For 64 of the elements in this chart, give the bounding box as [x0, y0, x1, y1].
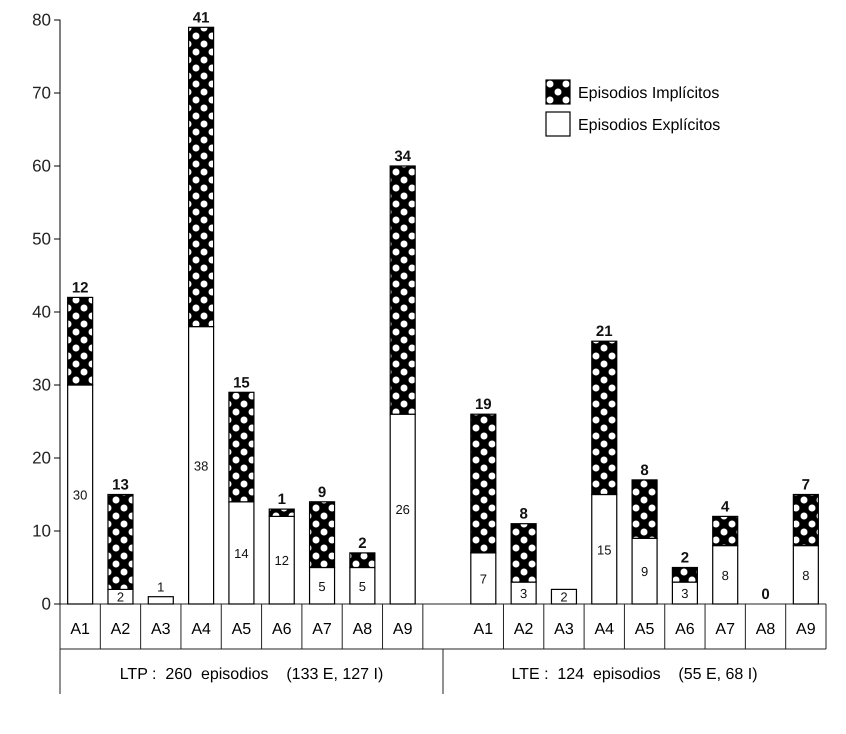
data-label: 19	[474, 396, 492, 414]
data-label: 8	[519, 506, 528, 523]
data-label: 4	[721, 498, 730, 516]
data-label: 0	[761, 586, 770, 603]
data-label: 9	[640, 564, 648, 580]
y-tick-label: 10	[32, 521, 51, 540]
data-label: 8	[802, 568, 810, 583]
x-tick-label: A8	[756, 621, 776, 638]
data-label: 38	[194, 458, 208, 474]
x-tick-label: A3	[151, 621, 171, 638]
y-tick-label: 80	[32, 10, 51, 30]
data-label: 5	[318, 578, 326, 594]
data-label: 7	[480, 571, 487, 586]
data-label: 3	[681, 586, 689, 602]
x-tick-label: A5	[232, 621, 252, 638]
y-tick-label: 20	[32, 448, 51, 468]
x-tick-label: A2	[110, 621, 130, 638]
data-label: 8	[722, 568, 729, 583]
data-label: 9	[318, 484, 326, 501]
data-label: 2	[560, 590, 568, 605]
data-label: 1	[278, 491, 286, 508]
data-label: 41	[192, 9, 210, 26]
x-tick-label: A9	[796, 621, 816, 638]
x-tick-label: A6	[272, 621, 292, 638]
data-label: 14	[234, 546, 249, 561]
x-tick-label: A1	[474, 621, 494, 638]
data-label: 34	[394, 148, 412, 165]
data-label: 2	[358, 534, 367, 552]
text: LTP : 260 episodios (133 E, 127 I)	[120, 666, 384, 683]
data-label: 5	[358, 578, 366, 594]
x-tick-label: A2	[514, 621, 534, 638]
data-label: 7	[802, 476, 810, 494]
x-tick-label: A7	[715, 621, 736, 638]
data-label: 8	[640, 462, 649, 479]
x-tick-label: A4	[191, 621, 211, 638]
y-tick-label: 0	[42, 594, 51, 614]
data-label: 15	[233, 374, 250, 392]
data-label: 2	[680, 550, 690, 566]
text: LTE : 124 episodios (55 E, 68 I)	[511, 666, 758, 683]
y-tick-label: 60	[32, 156, 51, 176]
data-label: 21	[596, 323, 613, 340]
data-label: 15	[597, 542, 612, 558]
data-label: 2	[116, 590, 124, 605]
x-tick-label: A6	[675, 621, 695, 638]
data-label: 3	[520, 586, 528, 602]
x-tick-label: A7	[312, 621, 332, 638]
x-tick-label: A9	[392, 621, 413, 638]
x-tick-label: A8	[352, 621, 372, 638]
x-tick-label: A3	[554, 621, 574, 638]
data-label: 13	[112, 476, 129, 494]
legend-label: Episodios Explícitos	[578, 117, 720, 134]
data-label: 1	[157, 580, 164, 595]
data-label: 30	[72, 488, 88, 502]
y-tick-label: 30	[32, 375, 51, 394]
x-tick-label: A1	[70, 621, 90, 638]
data-label: 26	[395, 502, 410, 518]
data-label: 12	[72, 279, 88, 296]
x-tick-label: A4	[594, 621, 614, 638]
y-tick-label: 50	[32, 229, 51, 248]
y-tick-label: 70	[32, 83, 51, 102]
y-tick-label: 40	[32, 302, 51, 322]
x-tick-label: A5	[634, 621, 654, 638]
legend-label: Episodios Implícitos	[578, 85, 720, 102]
data-label: 12	[274, 553, 289, 568]
